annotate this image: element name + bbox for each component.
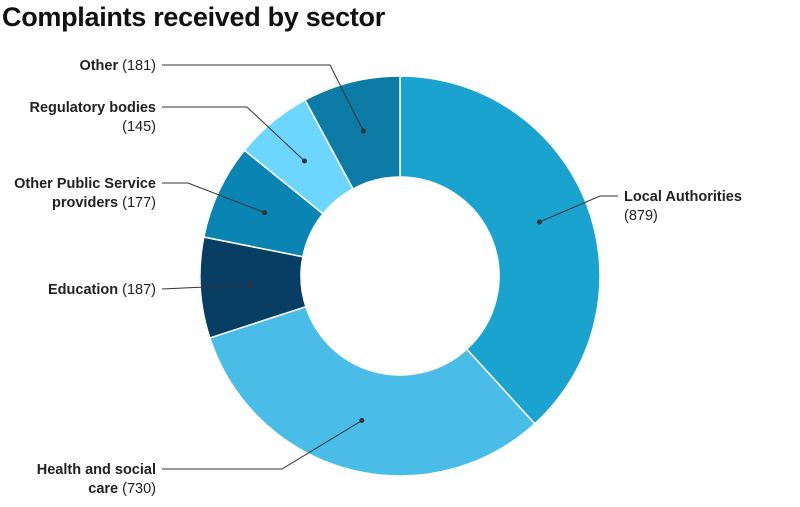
label-health-and-social-care: Health and social care (730) xyxy=(37,462,156,497)
leader-line-other-public-service-providers xyxy=(162,182,265,214)
leader-line-regulatory-bodies xyxy=(162,106,305,162)
labels-group: Local Authorities (879) Health and social c… xyxy=(14,58,742,497)
slice-health-and-social-care xyxy=(208,305,536,477)
leader-dot-other-public-service-providers xyxy=(262,210,268,216)
leader-dot-education xyxy=(248,282,254,288)
label-regulatory-bodies: Regulatory bodies (145) xyxy=(30,100,157,135)
label-education: Education (187) xyxy=(48,282,156,298)
label-other: Other (181) xyxy=(79,58,156,74)
leader-dot-regulatory-bodies xyxy=(302,158,308,164)
leader-line-health-and-social-care xyxy=(162,420,363,470)
label-other-public-service-providers: Other Public Service providers (177) xyxy=(14,176,156,211)
label-local-authorities: Local Authorities (879) xyxy=(624,189,742,224)
leader-line-education xyxy=(161,284,251,290)
leader-line-other xyxy=(162,64,364,132)
leader-dot-health-and-social-care xyxy=(359,418,365,424)
slices-group xyxy=(199,75,601,477)
leader-line-local-authorities xyxy=(539,195,618,223)
leaders-group xyxy=(161,64,618,470)
leader-dot-local-authorities xyxy=(536,219,542,225)
slice-other xyxy=(304,75,401,190)
leader-dot-other xyxy=(360,128,366,134)
slice-local-authorities xyxy=(399,75,601,425)
chart-title: Complaints received by sector xyxy=(2,2,385,32)
